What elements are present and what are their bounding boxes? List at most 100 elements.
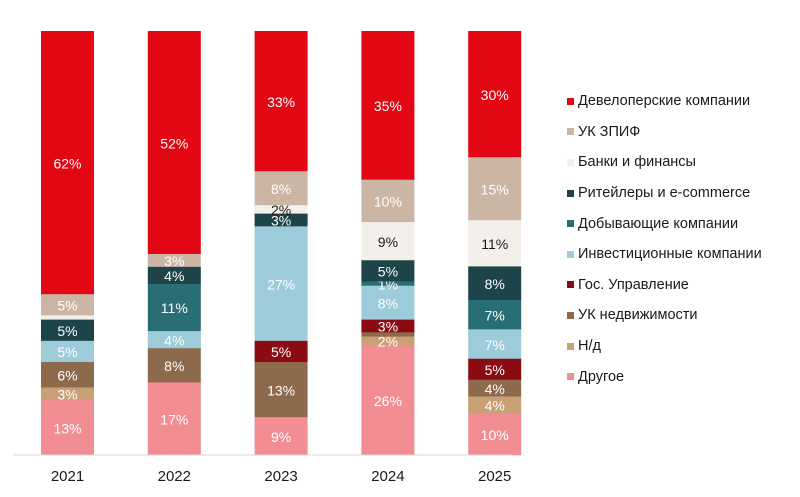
bar-segment-2024-4 (361, 281, 415, 286)
legend-label: Н/д (578, 338, 601, 355)
legend-item: Банки и финансы (567, 147, 762, 178)
data-label: 6% (57, 367, 77, 383)
legend-swatch-icon (567, 128, 574, 136)
legend-label: УК недвижимости (578, 307, 698, 324)
data-label: 8% (485, 276, 505, 292)
data-label: 8% (164, 358, 184, 374)
legend-label: Банки и финансы (578, 154, 696, 171)
bar-segment-2023-7 (254, 361, 308, 418)
data-label: 11% (481, 236, 508, 252)
data-label: 5% (57, 323, 77, 339)
data-label: 5% (271, 344, 291, 360)
legend-label: Добывающие компании (578, 215, 739, 232)
bar-segment-2022-4 (147, 283, 201, 332)
data-label: 10% (481, 427, 509, 443)
data-label: 8% (271, 181, 291, 197)
bar-segment-2021-3 (41, 319, 94, 341)
bar-segment-2025-2 (468, 219, 522, 267)
data-label: 15% (481, 181, 509, 197)
data-label: 11% (161, 300, 188, 316)
legend-item: УК недвижимости (567, 300, 762, 331)
data-label: 5% (378, 264, 398, 280)
bar-segment-2025-5 (468, 329, 522, 359)
bar-segment-2024-3 (361, 259, 415, 282)
bar-segment-2025-6 (468, 358, 522, 380)
x-tick-label: 2021 (51, 468, 84, 485)
bar-segment-2023-0 (254, 31, 308, 172)
bar-segment-2024-9 (361, 344, 415, 456)
data-label: 5% (57, 344, 77, 360)
legend-item: Гос. Управление (567, 270, 762, 301)
legend-swatch-icon (567, 311, 574, 319)
bar-segment-2021-7 (41, 361, 94, 388)
data-label: 27% (267, 276, 295, 292)
data-label: 2% (378, 334, 398, 350)
bar-segment-2025-3 (468, 266, 522, 300)
data-label: 62% (53, 155, 81, 171)
bar-segment-2025-7 (468, 379, 522, 397)
legend-item: Девелоперские компании (567, 86, 762, 117)
data-label: 7% (485, 307, 505, 323)
bars-group: 13%3%6%5%5%5%62%17%8%4%11%4%3%52%9%13%5%… (41, 31, 522, 456)
data-label: 26% (374, 393, 402, 409)
data-label: 4% (485, 398, 505, 414)
bar-segment-2021-8 (41, 387, 94, 401)
data-label: 3% (164, 253, 184, 269)
bar-segment-2024-7 (361, 332, 415, 337)
data-label: 30% (481, 87, 509, 103)
legend-label: Инвестиционные компании (578, 246, 762, 263)
data-label: 7% (485, 337, 505, 353)
data-label: 5% (57, 297, 77, 313)
legend-swatch-icon (567, 189, 574, 197)
bar-segment-2021-2 (41, 315, 94, 320)
bar-segment-2024-8 (361, 336, 415, 346)
legend-item: Ритейлеры и e-commerce (567, 178, 762, 209)
x-tick-label: 2024 (371, 468, 404, 485)
data-label: 4% (164, 332, 184, 348)
data-label: 2% (271, 202, 291, 218)
x-tick-label: 2023 (264, 468, 297, 485)
legend-swatch-icon (567, 342, 574, 350)
data-label: 33% (267, 94, 295, 110)
data-label: 9% (271, 429, 291, 445)
legend-label: Гос. Управление (578, 276, 689, 293)
bar-segment-2021-0 (41, 31, 94, 295)
bar-segment-2024-5 (361, 285, 415, 320)
legend-label: Ритейлеры и e-commerce (578, 185, 751, 202)
legend-swatch-icon (567, 281, 574, 289)
bar-segment-2024-0 (361, 31, 415, 180)
x-tick-label: 2022 (158, 468, 191, 485)
bar-segment-2023-2 (254, 204, 308, 214)
bar-segment-2022-1 (147, 253, 201, 267)
legend-item: Другое (567, 361, 762, 392)
bar-segment-2021-9 (41, 399, 94, 456)
x-axis-ticks: 2021 2022 2023 2024 2025 (51, 468, 512, 485)
bar-segment-2023-3 (254, 213, 308, 227)
data-label: 9% (378, 234, 398, 250)
bar-segment-2023-5 (254, 226, 308, 341)
legend-label: Другое (578, 368, 625, 385)
legend-swatch-icon (567, 97, 574, 105)
data-label: 17% (160, 412, 188, 428)
data-label: 35% (374, 98, 402, 114)
x-tick-label: 2025 (478, 468, 511, 485)
bar-segment-2025-9 (468, 413, 522, 456)
data-label: 4% (164, 268, 184, 284)
bar-segment-2025-1 (468, 156, 522, 221)
bar-segment-2023-1 (254, 170, 308, 206)
data-label: 10% (374, 194, 402, 210)
data-label: 13% (267, 382, 295, 398)
legend-swatch-icon (567, 250, 574, 258)
bar-segment-2024-6 (361, 319, 415, 333)
data-label: 13% (53, 420, 81, 436)
data-label: 4% (485, 381, 505, 397)
data-label: 52% (160, 135, 188, 151)
legend-item: Инвестиционные компании (567, 239, 762, 270)
bar-segment-2022-5 (147, 330, 201, 349)
legend-item: Добывающие компании (567, 208, 762, 239)
bar-segment-2022-3 (147, 266, 201, 284)
bar-segment-2021-5 (41, 340, 94, 363)
bar-segment-2024-2 (361, 221, 415, 261)
bar-segment-2025-0 (468, 31, 522, 158)
